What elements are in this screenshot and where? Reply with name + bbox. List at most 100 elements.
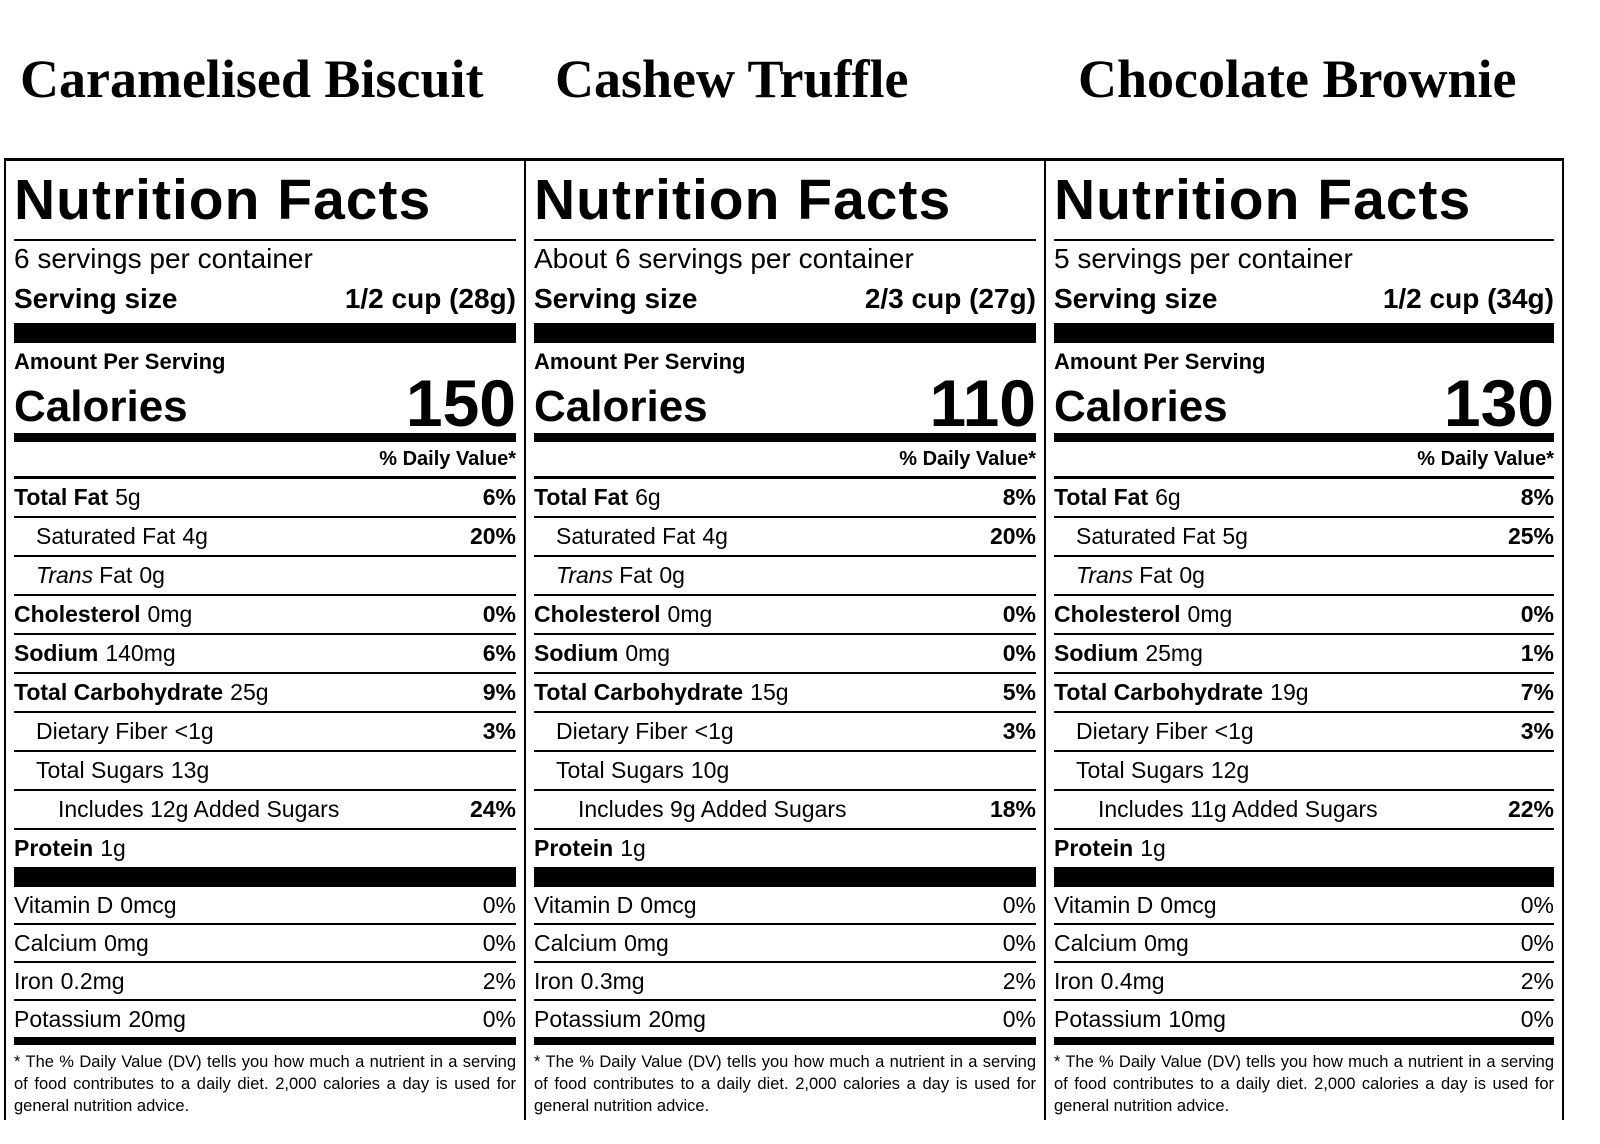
vitamin-amount: 20mg — [128, 1005, 186, 1032]
nutrient-daily-value: 3% — [482, 718, 516, 744]
nutrient-name-group: Total Sugars 10g — [556, 757, 729, 784]
nutrient-amount: 4g — [182, 523, 208, 549]
nutrient-name: Total Carbohydrate — [534, 679, 744, 705]
nutrient-name-group: Sodium 0mg — [534, 640, 670, 667]
nutrient-name-italic: Trans — [1076, 562, 1134, 588]
nutrient-name: Includes 11g Added Sugars — [1098, 796, 1378, 822]
vitamin-daily-value: 2% — [1002, 967, 1036, 994]
nutrient-daily-value: 0% — [1002, 601, 1036, 627]
nutrient-amount: 25g — [230, 679, 269, 705]
vitamin-row: Vitamin D 0mcg 0% — [534, 887, 1036, 925]
vitamin-row: Potassium 20mg 0% — [534, 1001, 1036, 1045]
serving-size: 2/3 cup (27g) — [864, 283, 1036, 314]
nutrient-row: Total Carbohydrate 25g 9% — [14, 674, 516, 713]
nutrient-name-group: Total Fat 5g — [14, 484, 141, 511]
nutrient-name: Dietary Fiber — [556, 718, 688, 744]
nutrition-label: Nutrition Facts About 6 servings per cont… — [524, 161, 1044, 1120]
nutrient-name-group: Cholesterol 0mg — [534, 601, 712, 628]
vitamin-name-group: Iron 0.2mg — [14, 968, 125, 995]
nutrient-daily-value: 0% — [1002, 640, 1036, 666]
nutrient-row: Dietary Fiber <1g 3% — [1054, 713, 1554, 752]
nutrient-amount: <1g — [694, 718, 734, 744]
nutrient-row: Total Carbohydrate 15g 5% — [534, 674, 1036, 713]
calories-label: Calories — [1054, 382, 1228, 431]
vitamin-row: Iron 0.4mg 2% — [1054, 963, 1554, 1001]
vitamin-name-group: Calcium 0mg — [14, 930, 149, 957]
calories-value: 110 — [929, 366, 1036, 440]
vitamin-name: Iron — [534, 967, 574, 994]
vitamin-row: Potassium 10mg 0% — [1054, 1001, 1554, 1045]
vitamin-amount: 0.2mg — [60, 967, 125, 994]
nutrient-daily-value: 8% — [1520, 484, 1554, 510]
vitamin-name-group: Vitamin D 0mcg — [1054, 892, 1217, 919]
vitamin-row: Calcium 0mg 0% — [14, 925, 516, 963]
nutrient-row: Cholesterol 0mg 0% — [14, 596, 516, 635]
serving-size-label: Serving size — [1054, 283, 1218, 314]
nutrient-name: Total Sugars — [1076, 757, 1204, 783]
vitamin-amount: 0.3mg — [580, 967, 645, 994]
calories-value: 150 — [405, 366, 516, 440]
nutrient-row: Total Fat 6g 8% — [534, 479, 1036, 518]
nutrient-name: Fat — [619, 562, 653, 588]
vitamin-row: Potassium 20mg 0% — [14, 1001, 516, 1045]
daily-value-header: % Daily Value* — [14, 442, 516, 479]
vitamin-row: Iron 0.3mg 2% — [534, 963, 1036, 1001]
nutrient-row: Protein 1g — [534, 830, 1036, 887]
vitamin-amount: 10mg — [1168, 1005, 1226, 1032]
nutrient-name-group: Cholesterol 0mg — [1054, 601, 1232, 628]
vitamin-amount: 20mg — [648, 1005, 706, 1032]
nutrition-label: Nutrition Facts 5 servings per container S… — [1044, 161, 1564, 1120]
nutrient-name: Includes 12g Added Sugars — [58, 796, 340, 822]
servings-per-container: 6 servings per container — [14, 243, 313, 274]
nutrient-amount: 15g — [750, 679, 789, 705]
nutrient-amount: 1g — [1140, 835, 1166, 861]
nutrient-name: Saturated Fat — [556, 523, 696, 549]
nutrient-row: Total Sugars 10g — [534, 752, 1036, 791]
nutrient-daily-value: 25% — [1507, 523, 1554, 549]
nutrient-daily-value: 6% — [482, 484, 516, 510]
nutrient-row: Total Carbohydrate 19g 7% — [1054, 674, 1554, 713]
vitamin-name: Calcium — [534, 929, 618, 956]
nutrient-amount: 0mg — [1187, 601, 1233, 627]
calories-label: Calories — [534, 382, 708, 431]
nutrient-name: Sodium — [14, 640, 99, 666]
vitamin-amount: 0mg — [104, 929, 149, 956]
nutrient-name-group: Trans Fat 0g — [36, 562, 165, 589]
vitamin-name-group: Iron 0.3mg — [534, 968, 645, 995]
nutrient-amount: 19g — [1270, 679, 1309, 705]
amount-per-serving: Amount Per Serving — [534, 349, 746, 374]
nutrient-name-group: Includes 11g Added Sugars — [1098, 796, 1378, 823]
vitamin-name: Calcium — [1054, 929, 1138, 956]
nutrient-name-group: Total Carbohydrate 15g — [534, 679, 789, 706]
vitamin-name-group: Calcium 0mg — [534, 930, 669, 957]
nutrient-daily-value: 24% — [469, 796, 516, 822]
nutrient-name-italic: Trans — [556, 562, 614, 588]
vitamin-name: Potassium — [14, 1005, 122, 1032]
vitamin-daily-value: 2% — [482, 967, 516, 994]
nutrient-name: Cholesterol — [534, 601, 661, 627]
calories-label: Calories — [14, 382, 188, 431]
nutrient-name-group: Total Carbohydrate 19g — [1054, 679, 1309, 706]
nutrient-daily-value: 0% — [1520, 601, 1554, 627]
footnote: * The % Daily Value (DV) tells you how m… — [14, 1053, 516, 1115]
nutrient-daily-value: 9% — [482, 679, 516, 705]
nutrient-row: Sodium 0mg 0% — [534, 635, 1036, 674]
nutrient-daily-value: 22% — [1507, 796, 1554, 822]
vitamin-name-group: Vitamin D 0mcg — [14, 892, 177, 919]
nutrient-name: Sodium — [1054, 640, 1139, 666]
nutrient-amount: 13g — [170, 757, 210, 783]
nutrient-amount: 1g — [100, 835, 126, 861]
calories-row: Calories 150 — [14, 370, 516, 442]
serving-size-row: Serving size 1/2 cup (28g) — [14, 275, 516, 343]
nutrient-row: Includes 12g Added Sugars 24% — [14, 791, 516, 830]
vitamin-amount: 0mcg — [640, 891, 697, 918]
vitamin-name: Calcium — [14, 929, 98, 956]
nutrient-amount: 4g — [702, 523, 728, 549]
vitamin-name: Vitamin D — [534, 891, 634, 918]
vitamin-row: Calcium 0mg 0% — [534, 925, 1036, 963]
nutrient-name-group: Protein 1g — [14, 835, 126, 862]
vitamin-row: Iron 0.2mg 2% — [14, 963, 516, 1001]
nutrient-name-group: Dietary Fiber <1g — [556, 718, 734, 745]
daily-value-header: % Daily Value* — [1054, 442, 1554, 479]
nutrient-name: Total Fat — [14, 484, 109, 510]
